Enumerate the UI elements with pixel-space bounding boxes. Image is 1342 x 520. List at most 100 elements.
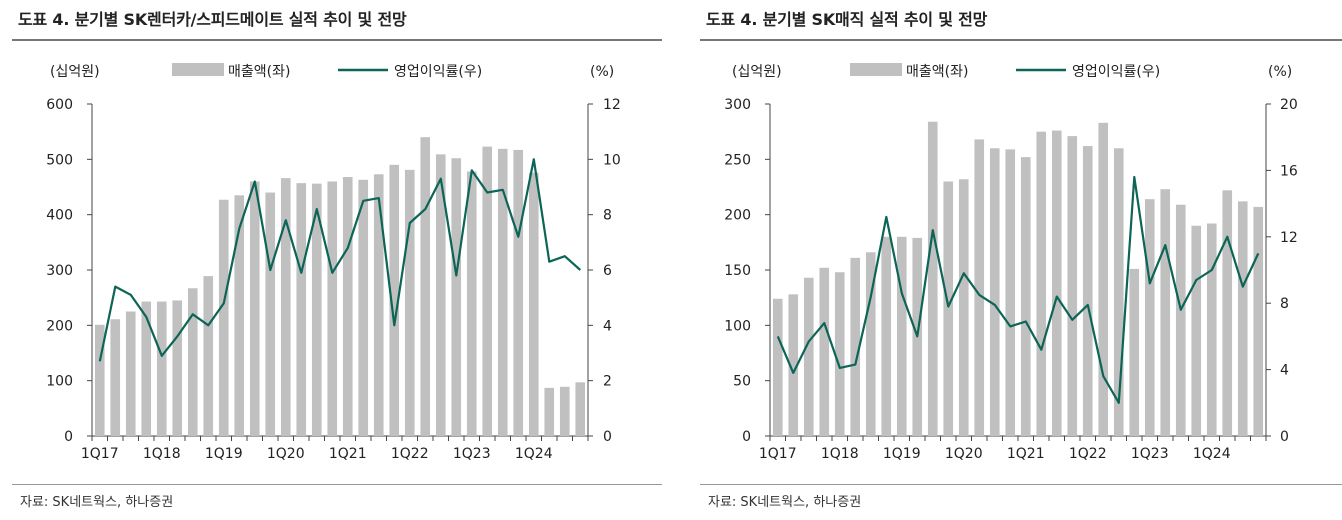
revenue-bar xyxy=(943,181,954,436)
revenue-bar xyxy=(1144,199,1155,436)
left-axis-tick-label: 300 xyxy=(724,97,751,113)
revenue-bar xyxy=(1082,146,1093,436)
revenue-bar xyxy=(466,171,477,437)
revenue-bar xyxy=(435,154,446,436)
revenue-bar xyxy=(788,294,799,436)
left-axis-tick-label: 50 xyxy=(733,374,751,390)
revenue-bar xyxy=(280,178,291,436)
margin-line xyxy=(776,175,1260,404)
legend-line-label: 영업이익률(우) xyxy=(1072,64,1160,80)
revenue-bar xyxy=(296,183,307,436)
x-axis-tick-label: 1Q17 xyxy=(81,446,119,462)
right-axis-tick-label: 16 xyxy=(1280,163,1298,179)
revenue-bar xyxy=(528,172,539,436)
revenue-bar xyxy=(865,252,876,436)
revenue-bar xyxy=(451,158,462,436)
revenue-bar xyxy=(110,319,121,436)
revenue-bar xyxy=(575,382,586,436)
right-axis-unit: (%) xyxy=(1268,64,1292,80)
x-axis-tick-label: 1Q21 xyxy=(329,446,367,462)
legend-bar-label: 매출액(좌) xyxy=(228,64,290,80)
revenue-bar xyxy=(497,148,508,436)
revenue-bar xyxy=(1222,190,1233,436)
revenue-bar xyxy=(203,276,214,436)
revenue-bar xyxy=(834,272,845,436)
revenue-bar xyxy=(881,236,892,436)
revenue-bar xyxy=(420,137,431,436)
revenue-bar xyxy=(187,288,198,436)
legend-line-label: 영업이익률(우) xyxy=(394,64,482,80)
left-axis-tick-label: 200 xyxy=(724,208,751,224)
right-axis-tick-label: 0 xyxy=(1280,429,1289,445)
revenue-bar xyxy=(1098,122,1109,437)
x-axis-tick-label: 1Q20 xyxy=(945,446,983,462)
x-axis-tick-label: 1Q24 xyxy=(515,446,553,462)
x-axis-tick-label: 1Q19 xyxy=(205,446,243,462)
revenue-bar xyxy=(1036,131,1047,436)
left-axis-tick-label: 300 xyxy=(46,263,73,279)
revenue-bar xyxy=(772,298,783,436)
right-axis-tick-label: 8 xyxy=(1280,296,1289,312)
left-axis-tick-label: 400 xyxy=(46,208,73,224)
x-axis-tick-label: 1Q18 xyxy=(143,446,181,462)
revenue-bar xyxy=(265,192,276,436)
chart-source: 자료: SK네트웍스, 하나증권 xyxy=(20,495,174,510)
x-axis-tick-label: 1Q20 xyxy=(267,446,305,462)
revenue-bar xyxy=(513,149,524,436)
revenue-bar xyxy=(1020,157,1031,436)
revenue-bar xyxy=(927,121,938,436)
revenue-bar xyxy=(342,177,353,437)
right-axis-tick-label: 0 xyxy=(603,429,612,445)
revenue-bar xyxy=(172,300,183,436)
legend-bar-swatch xyxy=(172,63,224,76)
revenue-bar xyxy=(156,301,167,436)
right-axis-tick-label: 6 xyxy=(603,263,612,279)
right-axis-tick-label: 12 xyxy=(1280,230,1298,246)
source-divider xyxy=(700,484,1342,485)
revenue-bar xyxy=(125,311,136,436)
revenue-bar xyxy=(803,277,814,436)
revenue-bar xyxy=(1113,148,1124,436)
x-axis-tick-label: 1Q21 xyxy=(1007,446,1045,462)
left-axis-tick-label: 100 xyxy=(46,374,73,390)
chart-rental-speedmate: (십억원) (%)매출액(좌) 영업이익률(우)010020030040050060… xyxy=(46,63,621,462)
chart-panel-magic: 도표 4. 분기별 SK매직 실적 추이 및 전망 (십억원) (%) 매출액(좌)… xyxy=(688,0,1342,520)
right-axis-tick-label: 10 xyxy=(603,152,621,168)
chart-source: 자료: SK네트웍스, 하나증권 xyxy=(708,495,862,510)
right-axis-tick-label: 2 xyxy=(603,374,612,390)
revenue-bar xyxy=(544,387,555,436)
revenue-bar xyxy=(234,195,245,436)
x-axis-tick-label: 1Q19 xyxy=(883,446,921,462)
left-axis-tick-label: 500 xyxy=(46,152,73,168)
chart-sk-magic: (십억원) (%)매출액(좌) 영업이익률(우)050100150200250300… xyxy=(724,63,1298,462)
revenue-bar xyxy=(559,386,570,436)
x-axis-tick-label: 1Q18 xyxy=(821,446,859,462)
x-axis-tick-label: 1Q23 xyxy=(1131,446,1169,462)
right-axis-tick-label: 12 xyxy=(603,97,621,113)
revenue-bar xyxy=(1051,130,1062,436)
revenue-bar xyxy=(327,181,338,436)
revenue-bar xyxy=(974,139,985,436)
right-axis-tick-label: 4 xyxy=(1280,363,1289,379)
revenue-bar xyxy=(389,164,400,436)
revenue-bar xyxy=(1237,201,1248,436)
left-axis-tick-label: 0 xyxy=(64,429,73,445)
source-divider xyxy=(12,484,662,485)
chart-title: 도표 4. 분기별 SK렌터카/스피드메이트 실적 추이 및 전망 xyxy=(18,10,407,29)
legend-bar-label: 매출액(좌) xyxy=(906,64,968,80)
right-axis-tick-label: 20 xyxy=(1280,97,1298,113)
revenue-bar xyxy=(1160,189,1171,436)
revenue-bar xyxy=(1005,149,1016,436)
right-axis-tick-label: 8 xyxy=(603,208,612,224)
margin-line xyxy=(98,158,582,362)
left-axis-tick-label: 0 xyxy=(742,429,751,445)
left-axis-tick-label: 200 xyxy=(46,318,73,334)
revenue-bar xyxy=(958,179,969,436)
left-axis-tick-label: 150 xyxy=(724,263,751,279)
revenue-bar xyxy=(1067,136,1078,437)
revenue-bar xyxy=(482,146,493,436)
left-axis-tick-label: 250 xyxy=(724,152,751,168)
right-axis-unit: (%) xyxy=(590,64,614,80)
legend-bar-swatch xyxy=(850,63,902,76)
revenue-bar xyxy=(819,267,830,436)
